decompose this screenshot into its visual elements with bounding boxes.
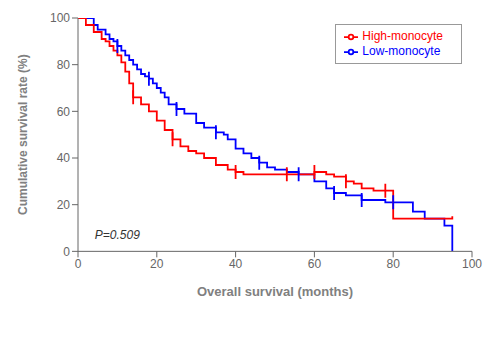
svg-text:0: 0 [63,245,70,259]
svg-text:Cumulative survival rate (%): Cumulative survival rate (%) [16,54,30,215]
svg-text:20: 20 [150,257,164,271]
svg-text:80: 80 [57,58,71,72]
html-text:Low-monocyte: Low-monocyte [362,43,441,58]
svg-text:40: 40 [57,151,71,165]
svg-text:100: 100 [462,257,482,271]
svg-text:0: 0 [75,257,82,271]
svg-text:40: 40 [229,257,243,271]
svg-text:P=0.509: P=0.509 [95,228,140,242]
html-text:High-monocyte: High-monocyte [362,29,443,43]
svg-text:Overall survival (months): Overall survival (months) [197,284,353,299]
svg-text:60: 60 [308,257,322,271]
svg-text:100: 100 [50,11,70,25]
svg-text:20: 20 [57,198,71,212]
svg-text:60: 60 [57,105,71,119]
svg-text:80: 80 [387,257,401,271]
